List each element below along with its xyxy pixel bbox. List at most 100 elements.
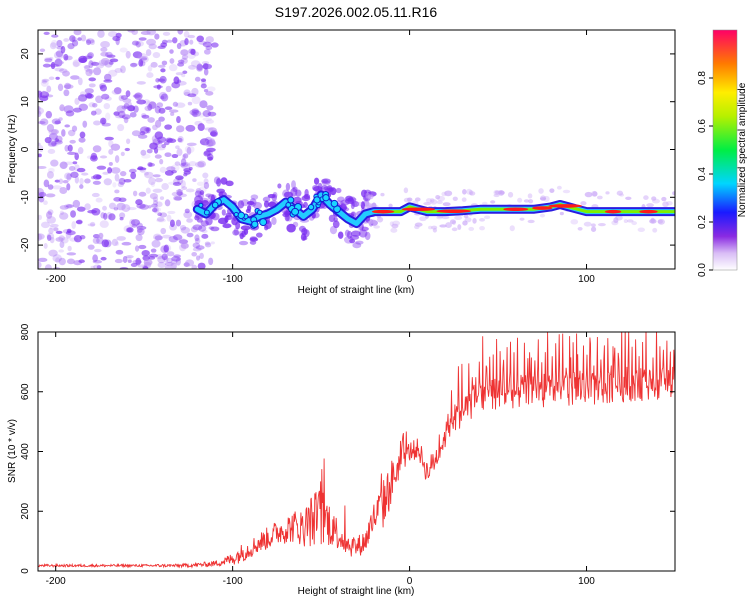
noise-blob [87,52,94,59]
noise-blob [116,236,126,241]
noise-blob [154,33,160,40]
halo-blob [556,185,562,190]
noise-blob [44,57,53,61]
spectrogram-ytick-label: -20 [20,237,31,252]
noise-blob [187,64,197,70]
noise-blob [202,62,209,70]
noise-blob [153,233,162,241]
snr-xtick-label: -100 [223,576,243,587]
halo-blob [414,197,421,202]
halo-blob [651,196,657,201]
noise-blob [45,110,53,119]
noise-blob [66,183,71,191]
noise-blob [117,181,124,188]
noise-blob [166,214,172,222]
noise-blob [100,117,107,125]
noise-blob [72,59,81,67]
ridge-hotspot [503,207,529,212]
noise-blob [171,191,181,197]
halo-blob [439,224,447,228]
noise-blob [178,239,189,245]
spectral-blob [263,200,270,208]
noise-blob [52,185,62,190]
noise-blob [72,199,81,208]
figure-title: S197.2026.002.05.11.R16 [275,4,438,20]
spectral-blob [283,191,294,198]
spectrogram-xtick-label: 0 [407,274,413,285]
noise-blob [139,130,146,136]
noise-blob [122,98,132,103]
noise-blob [135,234,143,242]
ridge-blob [313,196,321,204]
halo-blob [591,223,596,228]
noise-blob [130,262,138,268]
noise-blob [79,178,84,185]
noise-blob [204,241,211,246]
noise-blob [158,116,165,122]
noise-blob [181,186,188,190]
noise-blob [38,121,46,125]
noise-blob [123,102,130,109]
noise-blob [138,191,147,197]
noise-blob [152,188,163,193]
noise-blob [108,148,114,155]
noise-blob [144,105,152,112]
colorbar-label: Normalized spectral amplitude [737,82,748,217]
colorbar: 0.0 0.2 0.4 0.6 0.8 Normalized spectral ampl… [697,29,748,277]
noise-blob [175,257,181,266]
noise-blob [38,257,48,263]
noise-blob [55,76,60,80]
spectral-blob [286,223,296,233]
noise-blob [53,227,59,232]
halo-blob [414,222,423,227]
noise-blob [191,108,199,114]
noise-blob [62,180,69,184]
ridge-blob [233,211,239,218]
halo-blob [425,198,433,203]
noise-blob [46,232,55,241]
halo-blob [431,225,438,230]
noise-blob [108,202,117,210]
spectral-blob [355,240,364,245]
colorbar-gradient [713,30,737,270]
noise-blob [38,191,47,198]
noise-blob [50,159,59,167]
noise-blob [46,211,53,219]
noise-blob [50,61,56,70]
noise-blob [142,265,149,269]
spectrogram-xtick-label: -200 [46,274,66,285]
spectral-blob [351,201,360,207]
halo-blob [390,227,398,233]
halo-blob [445,222,452,229]
noise-blob [59,161,68,169]
ridge-blob [330,199,339,208]
noise-blob [138,37,147,41]
noise-blob [89,39,95,45]
noise-blob [130,171,137,180]
snr-ytick-label: 200 [20,502,31,519]
halo-blob [357,228,363,232]
noise-blob [141,250,150,257]
noise-blob [194,237,201,244]
spectral-blob [327,187,334,192]
noise-blob [183,173,188,177]
halo-blob [509,225,515,232]
noise-blob [88,83,96,88]
noise-blob [158,107,166,114]
noise-blob [71,125,78,132]
noise-blob [120,151,125,157]
noise-blob [146,148,153,154]
noise-blob [172,101,179,107]
noise-blob [145,187,151,194]
noise-blob [64,82,71,90]
halo-blob [419,216,427,222]
noise-blob [123,179,132,183]
noise-blob [177,136,184,144]
noise-blob [164,170,174,176]
noise-blob [96,265,102,269]
noise-blob [58,117,63,121]
noise-blob [201,229,208,234]
noise-blob [45,193,56,198]
noise-blob [159,212,168,218]
noise-blob [188,160,197,167]
